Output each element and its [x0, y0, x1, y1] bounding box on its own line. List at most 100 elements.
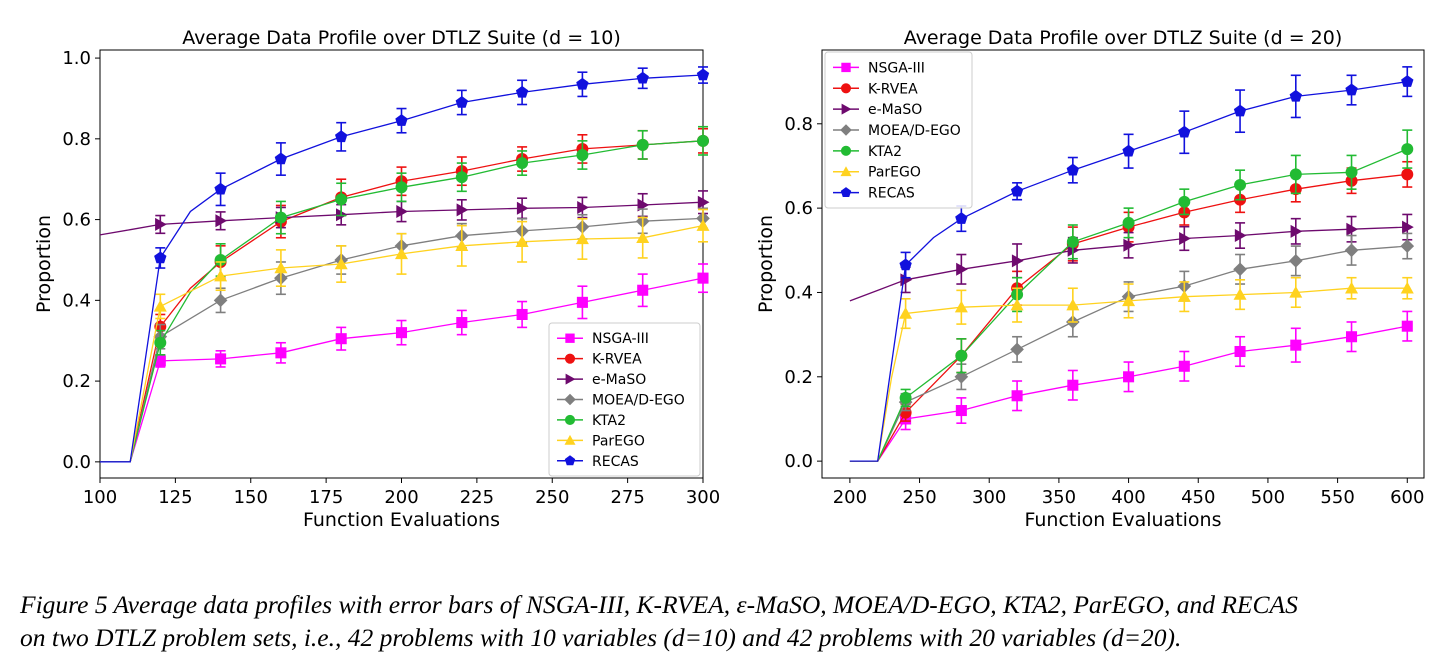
- data-point: [274, 261, 288, 274]
- legend-marker: [840, 187, 852, 198]
- legend-label: KTA2: [592, 413, 626, 429]
- legend-marker: [565, 373, 576, 385]
- data-point: [155, 217, 167, 231]
- y-tick-label: 0.6: [784, 198, 813, 219]
- data-point: [1122, 144, 1135, 157]
- chart-title: Average Data Profile over DTLZ Suite (d …: [182, 27, 621, 49]
- legend-marker: [565, 333, 575, 343]
- data-point: [215, 353, 227, 365]
- y-tick-label: 0.4: [784, 282, 813, 303]
- data-point: [697, 134, 709, 147]
- series-kta2: [100, 125, 709, 463]
- series-nsga-iii: [100, 263, 709, 463]
- x-axis-label: Function Evaluations: [1024, 509, 1221, 531]
- data-point: [577, 200, 589, 214]
- legend-marker: [564, 434, 576, 445]
- y-tick-label: 0.6: [62, 210, 91, 231]
- series-line: [100, 277, 704, 463]
- data-point: [275, 347, 287, 359]
- y-tick-label: 0.0: [784, 451, 813, 472]
- data-point: [1178, 125, 1191, 138]
- chart-panel-2: Average Data Profile over DTLZ Suite (d …: [755, 27, 1425, 531]
- x-tick-label: 125: [158, 487, 192, 508]
- data-point: [1346, 331, 1358, 343]
- legend-label: e-MaSO: [868, 102, 922, 118]
- legend-box: [548, 322, 701, 477]
- data-point: [154, 251, 167, 264]
- legend-label: ParEGO: [868, 165, 921, 181]
- data-point: [215, 214, 228, 228]
- x-tick-label: 175: [309, 487, 343, 508]
- data-point: [1401, 168, 1414, 181]
- data-point: [515, 235, 529, 247]
- data-point: [1402, 220, 1414, 234]
- data-point: [899, 307, 913, 319]
- x-tick-label: 300: [972, 487, 1006, 508]
- legend-label: MOEA/D-EGO: [592, 393, 685, 409]
- data-point: [1010, 298, 1024, 311]
- data-point: [515, 85, 529, 98]
- x-tick-label: 200: [384, 487, 418, 508]
- data-point: [1233, 262, 1247, 277]
- data-point: [395, 114, 408, 126]
- data-point: [696, 68, 710, 81]
- data-point: [575, 232, 589, 245]
- data-point: [455, 239, 469, 252]
- legend-label: KTA2: [868, 144, 902, 160]
- legend: NSGA-III K-RVEA e-MaSO MOEA/D-EGO KTA2 ParEGO…: [548, 322, 701, 477]
- data-point: [1400, 239, 1415, 253]
- data-point: [396, 205, 408, 219]
- legend-marker: [840, 124, 852, 136]
- data-point: [1179, 231, 1191, 245]
- caption-line-1: Figure 5 Average data profiles with erro…: [20, 590, 1298, 619]
- legend-box: [824, 51, 973, 209]
- x-tick-label: 300: [686, 487, 720, 508]
- x-tick-label: 225: [460, 487, 494, 508]
- data-point: [636, 138, 649, 151]
- data-point: [1234, 345, 1246, 358]
- data-point: [1401, 143, 1414, 156]
- data-point: [335, 333, 347, 345]
- data-point: [334, 257, 348, 270]
- data-point: [1234, 178, 1247, 191]
- legend-label: RECAS: [868, 186, 915, 202]
- legend-label: NSGA-III: [868, 60, 925, 76]
- data-point: [1401, 320, 1413, 332]
- data-point: [576, 296, 588, 308]
- series-line: [100, 224, 704, 463]
- data-point: [1233, 104, 1247, 117]
- data-point: [697, 195, 710, 209]
- data-point: [1178, 195, 1191, 208]
- series-nsga-iii: [849, 310, 1413, 462]
- legend-label: NSGA-III: [592, 331, 649, 347]
- figure-caption: Figure 5 Average data profiles with erro…: [20, 588, 1450, 654]
- legend: NSGA-III K-RVEA e-MaSO MOEA/D-EGO KTA2 ParEGO…: [824, 51, 973, 209]
- x-tick-label: 500: [1251, 487, 1285, 508]
- data-point: [335, 130, 348, 143]
- data-point: [1345, 83, 1358, 96]
- data-point: [274, 211, 287, 224]
- data-point: [637, 284, 649, 296]
- data-point: [1400, 281, 1414, 294]
- legend-label: K-RVEA: [868, 81, 918, 97]
- data-point: [1344, 243, 1359, 258]
- series-line: [849, 325, 1408, 462]
- data-point: [1401, 75, 1414, 87]
- data-point: [1290, 339, 1302, 351]
- y-tick-label: 0.8: [784, 114, 813, 135]
- data-point: [697, 272, 709, 284]
- x-tick-label: 250: [535, 487, 569, 508]
- data-point: [955, 349, 968, 362]
- y-tick-label: 0.2: [62, 371, 91, 392]
- data-point: [1123, 238, 1136, 252]
- figure-charts: Average Data Profile over DTLZ Suite (d …: [33, 27, 1425, 531]
- data-point: [516, 201, 529, 215]
- data-point: [395, 327, 408, 339]
- legend-marker: [564, 393, 576, 406]
- data-point: [1178, 360, 1190, 372]
- x-tick-label: 400: [1111, 487, 1145, 508]
- data-point: [1067, 379, 1079, 391]
- data-point: [456, 203, 469, 217]
- data-point: [1123, 371, 1135, 383]
- data-point: [1011, 390, 1023, 402]
